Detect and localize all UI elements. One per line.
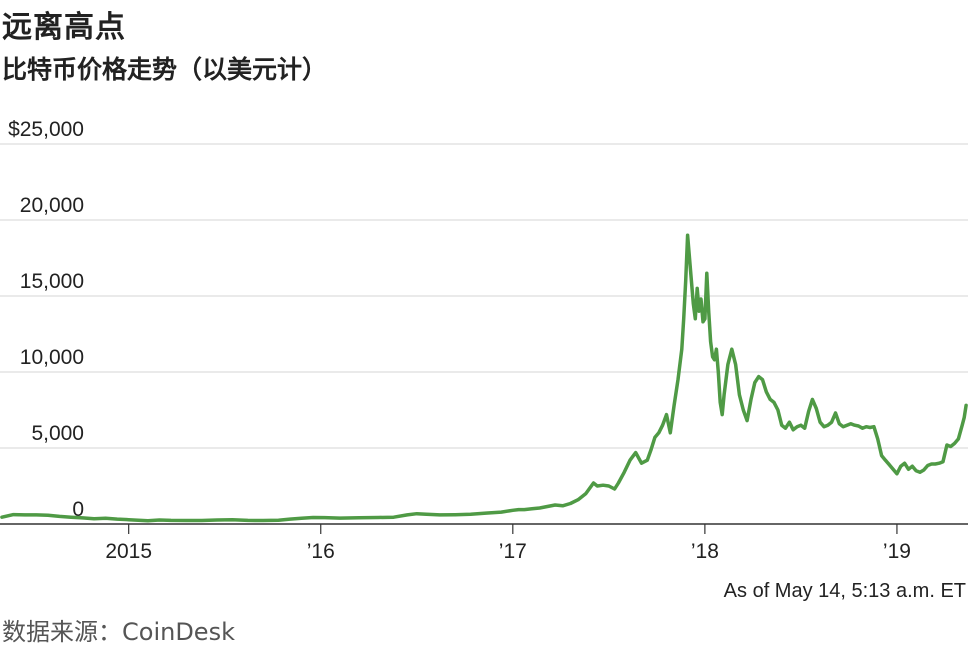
bitcoin-price-line — [0, 233, 968, 523]
y-tick-label: 15,000 — [20, 270, 84, 293]
series-layer — [0, 233, 968, 523]
chart-title: 远离高点 — [2, 10, 126, 45]
gridlines — [0, 143, 968, 449]
y-tick-label: 20,000 — [20, 194, 84, 217]
x-tick-label: ’19 — [883, 540, 911, 563]
x-axis: 2015 ’16 ’17 ’18 ’19 — [0, 523, 968, 563]
x-tick-label: ’18 — [691, 540, 719, 563]
timestamp-note: As of May 14, 5:13 a.m. ET — [723, 580, 966, 602]
source-credit: 数据来源：CoinDesk — [2, 618, 235, 646]
y-axis-labels: $25,000 20,000 15,000 10,000 5,000 0 — [8, 118, 84, 521]
y-tick-label: $25,000 — [8, 118, 84, 141]
x-tick-label: 2015 — [105, 540, 152, 563]
x-tick-label: ’17 — [499, 540, 527, 563]
x-tick-label: ’16 — [307, 540, 335, 563]
y-tick-label: 5,000 — [31, 422, 84, 445]
y-tick-label: 0 — [72, 498, 84, 521]
chart-subtitle: 比特币价格走势（以美元计） — [2, 55, 328, 84]
y-tick-label: 10,000 — [20, 346, 84, 369]
price-line-chart: $25,000 20,000 15,000 10,000 5,000 0 2015 ’16 ’… — [0, 118, 968, 563]
